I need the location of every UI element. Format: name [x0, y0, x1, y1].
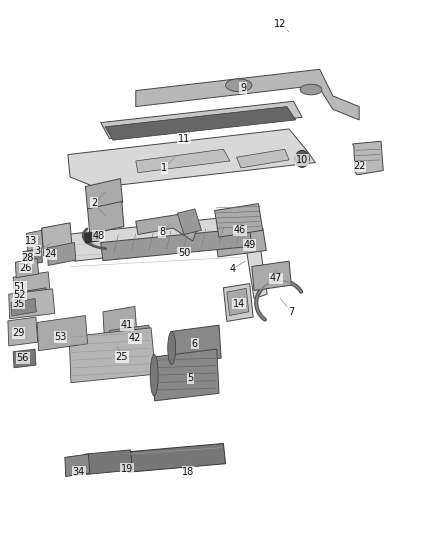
- Polygon shape: [227, 288, 249, 316]
- Ellipse shape: [150, 354, 158, 396]
- Text: 51: 51: [14, 282, 26, 292]
- Polygon shape: [85, 179, 123, 211]
- Text: 10: 10: [296, 155, 308, 165]
- Polygon shape: [223, 284, 253, 321]
- Text: 26: 26: [19, 263, 32, 272]
- Text: 4: 4: [229, 264, 235, 274]
- Text: 29: 29: [12, 328, 25, 338]
- Text: 34: 34: [73, 467, 85, 477]
- Polygon shape: [37, 316, 88, 351]
- Circle shape: [295, 150, 309, 167]
- Text: 47: 47: [270, 273, 282, 283]
- Polygon shape: [85, 231, 99, 243]
- Polygon shape: [101, 101, 302, 139]
- Polygon shape: [13, 272, 50, 300]
- Polygon shape: [23, 248, 42, 265]
- Polygon shape: [215, 204, 263, 237]
- Polygon shape: [88, 201, 124, 234]
- Text: 46: 46: [234, 225, 246, 235]
- Polygon shape: [103, 306, 137, 336]
- Polygon shape: [26, 230, 43, 251]
- Text: 41: 41: [121, 320, 133, 330]
- Text: 49: 49: [244, 240, 256, 250]
- Text: 13: 13: [25, 236, 38, 246]
- Text: 9: 9: [240, 83, 246, 93]
- Polygon shape: [15, 259, 39, 278]
- Polygon shape: [171, 325, 221, 365]
- Polygon shape: [9, 289, 55, 319]
- Text: 28: 28: [21, 253, 34, 263]
- Polygon shape: [136, 149, 230, 173]
- Text: 2: 2: [91, 198, 97, 207]
- Text: 18: 18: [182, 467, 194, 477]
- Polygon shape: [42, 223, 72, 256]
- Polygon shape: [353, 141, 383, 175]
- Polygon shape: [66, 214, 267, 298]
- Text: 56: 56: [17, 353, 29, 363]
- Text: 14: 14: [233, 299, 245, 309]
- Ellipse shape: [226, 79, 252, 92]
- Polygon shape: [136, 214, 197, 241]
- Text: 24: 24: [44, 249, 57, 259]
- Ellipse shape: [300, 84, 322, 95]
- Polygon shape: [215, 228, 266, 257]
- Polygon shape: [13, 288, 47, 310]
- Polygon shape: [8, 317, 38, 346]
- Polygon shape: [68, 129, 315, 188]
- Polygon shape: [126, 443, 226, 472]
- Polygon shape: [85, 450, 132, 474]
- Text: 6: 6: [192, 339, 198, 349]
- Polygon shape: [65, 454, 90, 477]
- Polygon shape: [110, 325, 151, 354]
- Polygon shape: [11, 298, 36, 316]
- Polygon shape: [69, 328, 155, 383]
- Text: 11: 11: [178, 134, 190, 143]
- Polygon shape: [47, 243, 76, 265]
- Text: 1: 1: [161, 163, 167, 173]
- Text: 22: 22: [353, 161, 365, 171]
- Text: 3: 3: [34, 246, 40, 255]
- Ellipse shape: [168, 332, 176, 365]
- Polygon shape: [136, 69, 359, 120]
- Text: 48: 48: [92, 231, 105, 240]
- Text: 25: 25: [116, 352, 128, 362]
- Polygon shape: [237, 149, 289, 168]
- Text: 5: 5: [187, 374, 194, 383]
- Polygon shape: [105, 107, 296, 140]
- Text: 19: 19: [121, 464, 133, 474]
- Text: 53: 53: [54, 332, 67, 342]
- Polygon shape: [13, 349, 36, 368]
- Text: 52: 52: [14, 290, 26, 300]
- Text: 12: 12: [274, 19, 286, 29]
- Text: 7: 7: [288, 307, 294, 317]
- Polygon shape: [101, 228, 252, 261]
- Text: 8: 8: [159, 227, 165, 237]
- Polygon shape: [152, 349, 219, 401]
- Polygon shape: [177, 209, 201, 235]
- Text: 50: 50: [178, 248, 190, 258]
- Text: 42: 42: [129, 334, 141, 343]
- Polygon shape: [252, 261, 291, 290]
- Text: 35: 35: [12, 299, 25, 309]
